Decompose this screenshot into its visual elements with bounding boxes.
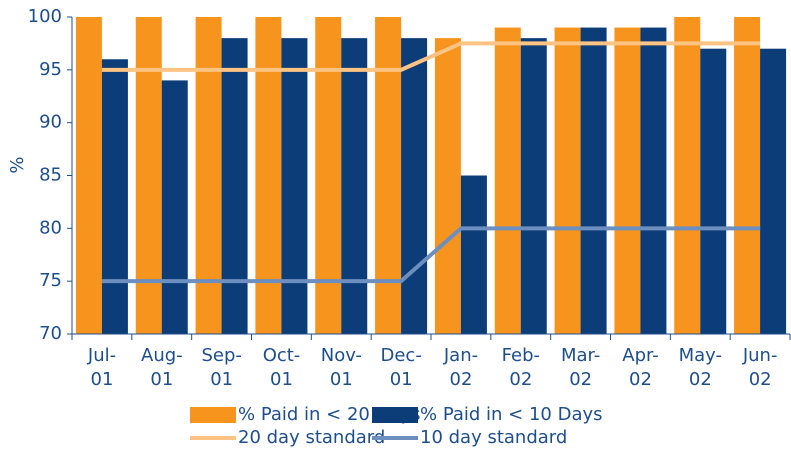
bar bbox=[554, 27, 581, 335]
bar bbox=[255, 17, 282, 334]
x-tick-label: May- 02 bbox=[678, 345, 723, 390]
y-tick-label: 75 bbox=[39, 270, 62, 291]
bar bbox=[700, 48, 727, 334]
bar bbox=[341, 38, 368, 335]
line bbox=[101, 226, 761, 284]
legend-label: 20 day standard bbox=[238, 427, 385, 448]
x-tick-label: Apr- 02 bbox=[622, 345, 659, 390]
x-tick-label: Jul- 01 bbox=[87, 345, 117, 390]
bar bbox=[281, 38, 308, 335]
bar bbox=[375, 17, 402, 334]
y-tick-label: 95 bbox=[39, 59, 62, 80]
bar bbox=[195, 17, 222, 334]
x-tick-label: Feb- 02 bbox=[501, 345, 541, 390]
bar bbox=[760, 48, 787, 334]
bar bbox=[614, 27, 641, 335]
y-axis-label: % bbox=[7, 156, 28, 173]
bar bbox=[580, 27, 607, 335]
bar bbox=[315, 17, 342, 334]
bar bbox=[520, 38, 547, 335]
y-tick-label: 90 bbox=[39, 112, 62, 133]
bar bbox=[221, 38, 248, 335]
legend-swatch bbox=[372, 407, 418, 423]
y-tick-label: 85 bbox=[39, 165, 62, 186]
x-tick-label: Mar- 02 bbox=[561, 345, 601, 390]
x-tick-label: Jun- 02 bbox=[742, 345, 778, 390]
x-tick-label: Nov- 01 bbox=[320, 345, 362, 390]
x-tick-label: Sep- 01 bbox=[201, 345, 242, 390]
legend-label: % Paid in < 10 Days bbox=[420, 404, 603, 425]
bar bbox=[460, 175, 487, 334]
line bbox=[101, 41, 761, 72]
bar bbox=[401, 38, 428, 335]
x-tick-label: Aug- 01 bbox=[141, 345, 183, 390]
y-tick-label: 80 bbox=[39, 217, 62, 238]
bar bbox=[75, 17, 102, 334]
y-tick-label: 70 bbox=[39, 323, 62, 344]
bar bbox=[135, 17, 162, 334]
x-tick-label: Dec- 01 bbox=[380, 345, 422, 390]
bar bbox=[161, 80, 188, 335]
bar bbox=[640, 27, 667, 335]
legend-label: 10 day standard bbox=[420, 427, 567, 448]
bar bbox=[494, 27, 521, 335]
x-tick-label: Jan- 02 bbox=[443, 345, 479, 390]
bar bbox=[101, 59, 128, 335]
y-tick-label: 100 bbox=[28, 6, 62, 27]
legend-swatch bbox=[190, 407, 236, 423]
bar bbox=[674, 17, 701, 334]
bar bbox=[434, 38, 461, 335]
bar bbox=[734, 17, 761, 334]
x-tick-label: Oct- 01 bbox=[262, 345, 301, 390]
